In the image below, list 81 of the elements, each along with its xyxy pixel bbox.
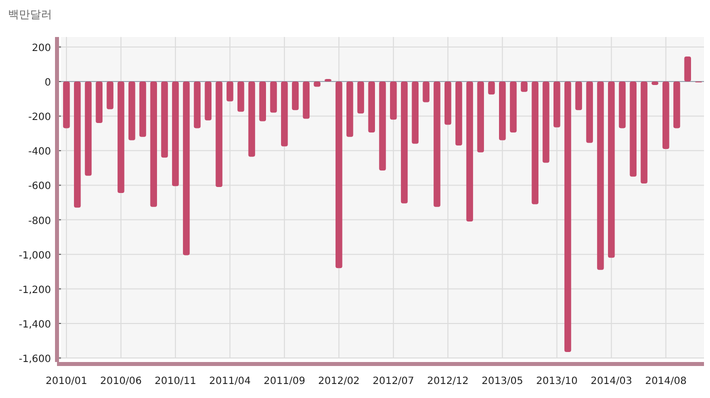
- y-tick-label: -1,400: [18, 319, 51, 330]
- bar: [564, 82, 572, 352]
- bar: [226, 82, 234, 102]
- bar: [118, 82, 124, 193]
- bar: [194, 82, 201, 128]
- y-tick-label: -1,600: [18, 354, 51, 365]
- bar: [139, 82, 146, 137]
- bar: [216, 82, 222, 187]
- y-tick-label: -200: [28, 112, 51, 124]
- bar: [422, 82, 430, 102]
- x-tick-label: 2010/06: [100, 376, 142, 387]
- bar: [74, 82, 81, 208]
- x-tick-label: 2014/08: [645, 376, 687, 387]
- bar: [466, 82, 474, 222]
- bar: [630, 82, 637, 177]
- bar: [204, 82, 212, 120]
- bar: [357, 82, 364, 114]
- bar: [150, 82, 158, 207]
- bar: [488, 82, 495, 95]
- x-tick-label: 2011/04: [209, 376, 251, 387]
- y-tick-label: -400: [28, 146, 51, 158]
- bar: [684, 56, 692, 82]
- y-tick-label: -1,000: [18, 250, 51, 262]
- y-tick-label: 200: [32, 43, 51, 54]
- bar: [182, 82, 190, 256]
- bar: [477, 82, 484, 152]
- x-tick-label: 2010/01: [46, 376, 88, 387]
- bar: [520, 82, 528, 92]
- bar: [368, 82, 375, 133]
- y-tick-label: -600: [28, 181, 51, 192]
- bar: [618, 82, 626, 128]
- bar: [281, 82, 288, 146]
- x-tick-label: 2010/11: [154, 376, 196, 387]
- bar: [444, 82, 452, 125]
- bar: [434, 82, 440, 207]
- bar: [542, 82, 550, 163]
- bar: [292, 82, 299, 110]
- bar: [640, 82, 648, 184]
- bar: [575, 82, 582, 110]
- x-tick-label: 2012/02: [318, 376, 360, 387]
- bar: [248, 82, 256, 157]
- bar: [259, 82, 266, 122]
- bar: [390, 82, 397, 120]
- bar: [237, 82, 244, 112]
- bar: [510, 82, 517, 133]
- bar: [161, 82, 168, 158]
- bar: [172, 82, 179, 186]
- bar: [400, 82, 408, 204]
- bar: [346, 82, 354, 137]
- bar: [302, 82, 310, 119]
- bar: [455, 82, 462, 146]
- x-tick-label: 2012/07: [372, 376, 414, 387]
- bar: [128, 82, 136, 140]
- bar: [532, 82, 538, 204]
- bar: [379, 82, 386, 171]
- bar: [270, 82, 277, 113]
- y-tick-label: 0: [44, 78, 51, 89]
- bar: [412, 82, 419, 144]
- bar: [597, 82, 604, 270]
- y-tick-label: -800: [28, 216, 51, 227]
- y-tick-label: -1,200: [18, 284, 51, 296]
- bar: [63, 82, 70, 128]
- bar: [662, 82, 670, 149]
- bar: [553, 82, 560, 128]
- bar: [96, 82, 103, 124]
- bar: [608, 82, 615, 258]
- bar: [84, 82, 92, 176]
- bar: [499, 82, 506, 140]
- y-axis-title: 백만달러: [8, 8, 52, 21]
- x-tick-label: 2012/12: [427, 376, 469, 387]
- x-tick-label: 2013/05: [482, 376, 524, 387]
- x-tick-label: 2011/09: [264, 376, 306, 387]
- bar: [324, 78, 332, 82]
- bar: [314, 82, 320, 87]
- x-tick-label: 2013/10: [536, 376, 578, 387]
- bar: [673, 82, 680, 128]
- bar: [106, 82, 114, 110]
- bar: [336, 82, 342, 268]
- x-tick-label: 2014/03: [590, 376, 632, 387]
- bar: [652, 82, 658, 86]
- bar: [586, 82, 593, 143]
